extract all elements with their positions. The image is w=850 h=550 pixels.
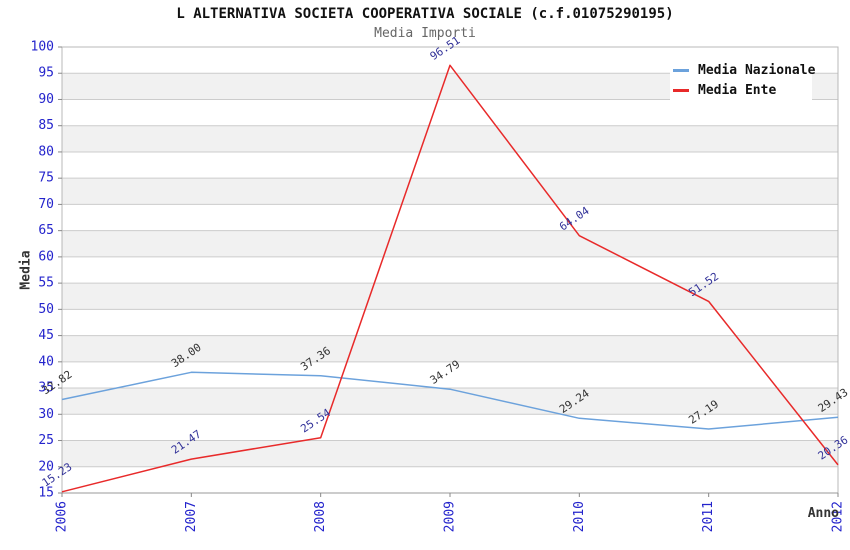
x-axis-title: Anno: [808, 506, 839, 521]
y-tick-label: 100: [31, 40, 54, 55]
y-tick-label: 55: [38, 276, 54, 291]
x-tick-label: 2008: [313, 501, 328, 532]
chart-title: L ALTERNATIVA SOCIETA COOPERATIVA SOCIAL…: [176, 6, 674, 22]
grid-band: [62, 125, 838, 152]
y-tick-label: 60: [38, 249, 54, 264]
grid-band: [62, 230, 838, 257]
y-tick-label: 95: [38, 66, 54, 81]
x-tick-label: 2007: [184, 501, 199, 532]
plot-border: [61, 46, 839, 494]
x-tick-label: 2010: [572, 501, 587, 532]
x-tick-label: 2011: [701, 501, 716, 532]
x-tick-label: 2006: [55, 501, 70, 532]
y-tick-label: 80: [38, 144, 54, 159]
legend-item-media-nazionale: Media Nazionale: [670, 60, 816, 80]
media-ente-line-swatch: [673, 88, 689, 92]
y-tick-label: 25: [38, 433, 54, 448]
y-tick-label: 90: [38, 92, 54, 107]
grid-band: [62, 440, 838, 467]
y-tick-label: 15: [38, 486, 54, 501]
y-tick-label: 50: [38, 302, 54, 317]
chart-subtitle: Media Importi: [374, 26, 476, 41]
legend-label-media-ente: Media Ente: [698, 82, 777, 98]
x-tick-label: 2009: [443, 501, 458, 532]
y-tick-label: 40: [38, 354, 54, 369]
y-tick-label: 75: [38, 171, 54, 186]
legend: Media Nazionale Media Ente: [670, 57, 816, 103]
grid-band: [62, 283, 838, 310]
y-tick-label: 20: [38, 459, 54, 474]
y-tick-label: 85: [38, 118, 54, 133]
legend-label-media-nazionale: Media Nazionale: [698, 62, 816, 78]
media-ente-line: [61, 64, 839, 493]
y-tick-label: 65: [38, 223, 54, 238]
y-axis-title: Media: [19, 250, 34, 289]
y-tick-label: 70: [38, 197, 54, 212]
x-tick-label: 2012: [831, 501, 846, 532]
y-tick-label: 30: [38, 407, 54, 422]
grid-band: [62, 388, 838, 415]
media-nazionale-line-swatch: [673, 68, 689, 72]
media-nazionale-line: [61, 371, 839, 430]
legend-item-media-ente: Media Ente: [670, 80, 812, 100]
grid-band: [62, 335, 838, 362]
y-tick-label: 35: [38, 381, 54, 396]
y-tick-label: 45: [38, 328, 54, 343]
grid-band: [62, 178, 838, 205]
